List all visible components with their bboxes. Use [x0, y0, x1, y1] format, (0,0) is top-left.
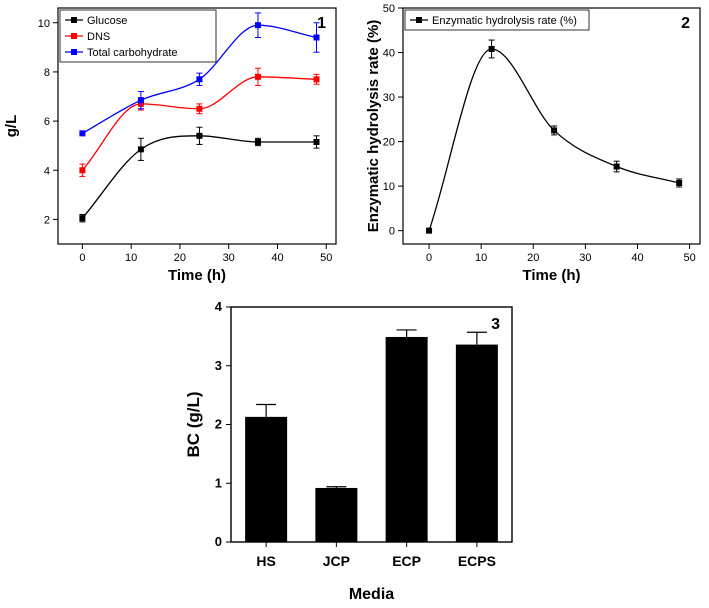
y-tick-label: 2 [44, 214, 50, 226]
x-tick-label: 50 [320, 252, 332, 264]
x-tick-label: 30 [223, 252, 235, 264]
error-bar [396, 329, 417, 337]
data-point [254, 73, 261, 80]
y-tick-label: 4 [44, 165, 50, 177]
legend-label: Total carbohydrate [87, 47, 178, 59]
category-label: JCP [323, 553, 350, 569]
legend-box [59, 9, 217, 63]
bar [385, 336, 428, 542]
legend-marker [416, 17, 422, 23]
y-tick-label: 8 [44, 67, 50, 79]
y-tick-label: 0 [215, 534, 222, 549]
category-label: ECP [392, 553, 421, 569]
data-point [313, 76, 320, 83]
y-tick-label: 3 [215, 358, 222, 373]
bar [455, 344, 498, 542]
data-point [426, 227, 433, 234]
chart-panel-glucose: 0 10 20 30 40 50 2 4 6 8 10 Time (h) g/L 1 Glucose DNS T… [3, 7, 337, 284]
y-tick-label: 4 [215, 299, 223, 314]
y-tick-label: 2 [215, 417, 222, 432]
data-series [426, 39, 683, 234]
legend-box [404, 9, 590, 31]
series-line [428, 48, 680, 231]
data-point [79, 167, 86, 174]
x-tick-label: 20 [174, 252, 186, 264]
legend-marker [71, 33, 77, 39]
x-tick-label: 0 [426, 252, 432, 264]
series-line [81, 135, 317, 219]
chart-panel-bc-yield: 0 1 2 3 4 HS JCP ECP ECPS Media BC (g/L) 3 [184, 299, 513, 603]
data-point [551, 127, 558, 134]
legend-marker [71, 17, 77, 23]
y-tick-label: 50 [383, 3, 395, 15]
data-series [79, 12, 320, 137]
bar [315, 487, 358, 542]
y-tick-label: 40 [383, 48, 395, 60]
legend-label: Glucose [87, 15, 127, 27]
y-tick-label: 6 [44, 116, 50, 128]
data-point [313, 34, 320, 41]
data-point [613, 163, 620, 170]
x-axis-title: Media [349, 586, 394, 603]
x-tick-label: 0 [79, 252, 85, 264]
legend-marker [71, 49, 77, 55]
y-tick-label: 0 [389, 226, 395, 238]
series-line [81, 76, 317, 171]
plot-frame [402, 7, 701, 245]
data-point [196, 105, 203, 112]
x-tick-label: 50 [683, 252, 695, 264]
y-tick-label: 10 [383, 181, 395, 193]
x-tick-label: 30 [579, 252, 591, 264]
x-tick-label: 40 [271, 252, 283, 264]
x-tick-label: 40 [631, 252, 643, 264]
x-tick-label: 20 [527, 252, 539, 264]
legend: Glucose DNS Total carbohydrate [59, 9, 217, 63]
data-point [488, 45, 495, 52]
y-tick-label: 1 [215, 475, 222, 490]
data-point [254, 22, 261, 29]
error-bar [466, 331, 487, 345]
plot-frame [57, 7, 337, 245]
y-tick-label: 10 [38, 18, 50, 30]
x-axis-title: Time (h) [522, 267, 580, 284]
data-point [137, 146, 144, 153]
data-point [196, 132, 203, 139]
error-bar [256, 403, 277, 417]
data-point [254, 138, 261, 145]
y-tick-label: 20 [383, 137, 395, 149]
legend-label: Enzymatic hydrolysis rate (%) [432, 15, 577, 27]
data-point [313, 138, 320, 145]
data-point [79, 130, 86, 137]
y-axis-title: Enzymatic hydrolysis rate (%) [365, 20, 382, 233]
y-tick-label: 30 [383, 92, 395, 104]
legend-label: DNS [87, 31, 110, 43]
error-bar [326, 486, 347, 488]
x-tick-label: 10 [475, 252, 487, 264]
y-axis-title: BC (g/L) [184, 391, 203, 457]
x-tick-label: 10 [125, 252, 137, 264]
data-point [676, 179, 683, 186]
data-point [196, 76, 203, 83]
data-point [137, 97, 144, 104]
panel-number: 2 [681, 15, 690, 32]
bar [245, 416, 288, 542]
data-point [79, 215, 86, 222]
data-series [79, 126, 320, 223]
x-axis-title: Time (h) [168, 267, 226, 284]
panel-number: 1 [317, 15, 326, 32]
category-label: HS [256, 553, 275, 569]
category-label: ECPS [458, 553, 496, 569]
chart-panel-hydrolysis: 0 10 20 30 40 50 0 10 20 30 40 50 Time (h) Enzymatic … [365, 3, 701, 284]
legend: Enzymatic hydrolysis rate (%) [404, 9, 590, 31]
y-axis-title: g/L [3, 115, 20, 138]
panel-number: 3 [491, 316, 500, 333]
